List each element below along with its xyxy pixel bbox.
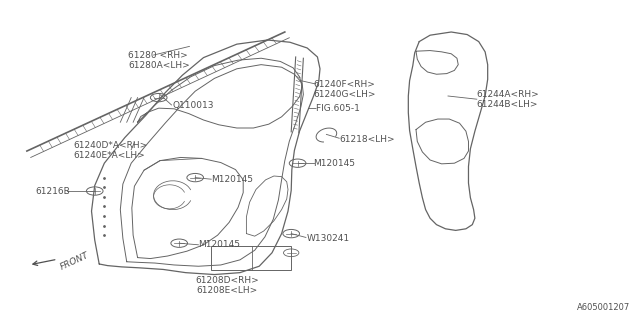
Text: 61218<LH>: 61218<LH> <box>339 135 395 144</box>
Text: W130241: W130241 <box>307 234 350 243</box>
Text: 61208D<RH>
61208E<LH>: 61208D<RH> 61208E<LH> <box>195 276 259 295</box>
Text: —FIG.605-1: —FIG.605-1 <box>307 104 360 113</box>
Text: FRONT: FRONT <box>59 250 90 271</box>
Bar <box>211 246 291 270</box>
Text: 61240F<RH>
61240G<LH>: 61240F<RH> 61240G<LH> <box>314 80 376 99</box>
Text: 61216B: 61216B <box>35 187 70 196</box>
Text: M120145: M120145 <box>314 159 356 168</box>
Text: M120145: M120145 <box>198 240 241 249</box>
Text: 61280 <RH>
61280A<LH>: 61280 <RH> 61280A<LH> <box>128 51 189 70</box>
Text: A605001207: A605001207 <box>577 303 630 312</box>
Text: 61244A<RH>
61244B<LH>: 61244A<RH> 61244B<LH> <box>477 90 540 109</box>
Text: Q110013: Q110013 <box>173 101 214 110</box>
Text: 61240D*A<RH>
61240E*A<LH>: 61240D*A<RH> 61240E*A<LH> <box>74 141 148 160</box>
Text: M120145: M120145 <box>211 175 253 184</box>
